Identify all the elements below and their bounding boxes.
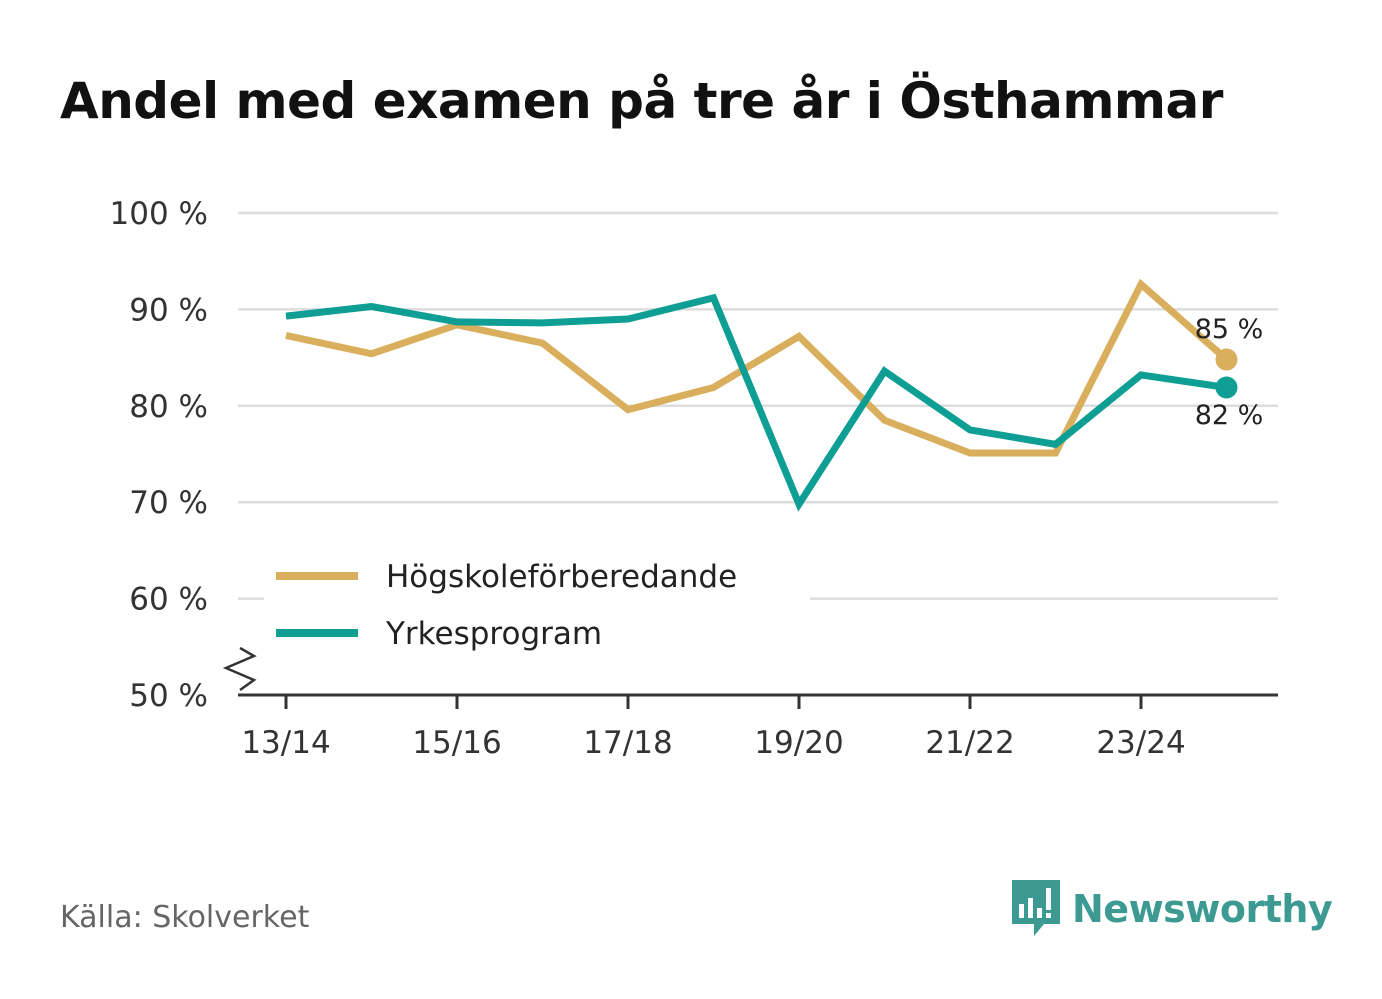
y-tick-label: 50 % (129, 678, 208, 714)
series-lines: 85 % 82 % (285, 278, 1264, 512)
legend-label: Högskoleförberedande (386, 559, 737, 595)
x-axis: 13/14 15/16 17/18 19/20 21/22 23/24 (238, 693, 1278, 761)
newsworthy-chart-bubble-icon (1012, 880, 1060, 936)
x-tick-label: 23/24 (1096, 725, 1185, 761)
y-axis: 100 % 90 % 80 % 70 % 60 % 50 % (110, 196, 257, 714)
series-line (285, 278, 1229, 457)
legend-label: Yrkesprogram (385, 616, 602, 652)
series-line (285, 293, 1228, 512)
x-tick-label: 17/18 (583, 725, 672, 761)
axis-break-icon (222, 646, 257, 692)
x-tick-label: 21/22 (925, 725, 1014, 761)
series-end-point (1215, 348, 1238, 371)
x-tick-label: 15/16 (412, 725, 501, 761)
y-tick-label: 80 % (129, 389, 208, 425)
source-text: Källa: Skolverket (60, 900, 310, 935)
y-tick-label: 60 % (129, 582, 208, 618)
legend: Högskoleförberedande Yrkesprogram (264, 546, 810, 652)
series-end-point (1215, 376, 1238, 399)
end-value-label: 82 % (1195, 400, 1264, 431)
y-tick-label: 70 % (129, 485, 208, 521)
chart-title: Andel med examen på tre år i Östhammar (60, 72, 1223, 130)
x-tick-label: 13/14 (241, 725, 330, 761)
y-tick-label: 90 % (129, 292, 208, 328)
newsworthy-logo-text: Newsworthy (1072, 887, 1333, 931)
line-chart: 100 % 90 % 80 % 70 % 60 % 50 % 13/14 15/16 17/1… (110, 196, 1278, 761)
x-tick-label: 19/20 (754, 725, 843, 761)
end-value-label: 85 % (1195, 314, 1264, 345)
end-label-connector (1190, 328, 1222, 354)
newsworthy-logo: Newsworthy (1010, 878, 1333, 940)
y-tick-label: 100 % (110, 196, 208, 232)
